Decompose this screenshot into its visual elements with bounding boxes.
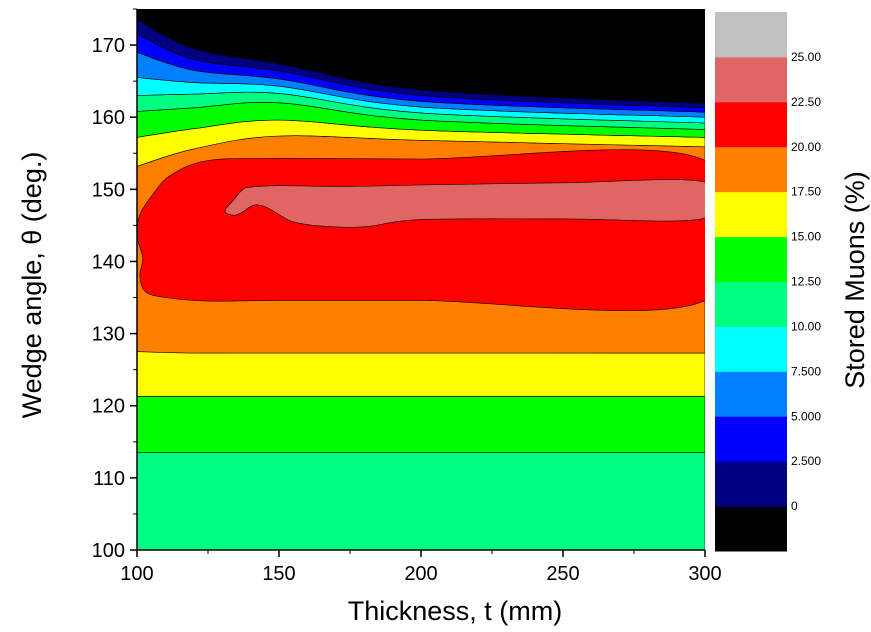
y-tick-label: 120 <box>92 396 125 418</box>
y-ticks: 100 110 120 130 140 150 160 170 <box>92 8 137 562</box>
x-axis-title: Thickness, t (mm) <box>348 596 563 626</box>
colorbar-label: 10.00 <box>791 319 821 333</box>
colorbar-swatch <box>715 416 787 462</box>
contour-band <box>137 396 705 453</box>
colorbar-label: 2.500 <box>791 454 821 468</box>
colorbar-swatch <box>715 12 787 58</box>
x-tick-label: 150 <box>262 563 295 585</box>
colorbar-label: 17.50 <box>791 185 821 199</box>
contour-regions <box>137 149 705 312</box>
colorbar-swatch <box>715 101 787 148</box>
colorbar-label: 0 <box>791 499 798 513</box>
x-tick-label: 200 <box>404 563 437 585</box>
colorbar-swatch <box>715 191 787 238</box>
contour-band <box>137 9 705 104</box>
colorbar-label: 22.50 <box>791 95 821 109</box>
y-axis-title: Wedge angle, θ (deg.) <box>17 152 47 419</box>
contour-region <box>224 179 705 228</box>
colorbar-swatch <box>715 461 787 507</box>
y-tick-label: 110 <box>93 468 125 490</box>
y-tick-label: 100 <box>92 540 125 562</box>
x-tick-label: 100 <box>120 563 153 585</box>
colorbar-title: Stored Muons (%) <box>840 171 870 389</box>
colorbar-swatch <box>715 371 787 417</box>
colorbar-swatch <box>715 146 787 193</box>
colorbar-swatch <box>715 236 787 282</box>
colorbar-label: 7.500 <box>791 364 821 378</box>
colorbar-swatch <box>715 326 787 372</box>
colorbar-label: 20.00 <box>791 140 821 154</box>
y-tick-label: 160 <box>92 107 125 129</box>
colorbar-label: 25.00 <box>791 50 821 64</box>
contour-band <box>137 351 705 397</box>
colorbar-swatch <box>715 506 787 552</box>
x-tick-label: 300 <box>688 563 721 585</box>
y-tick-label: 170 <box>92 35 125 57</box>
contour-band <box>137 452 705 550</box>
colorbar-label: 12.50 <box>791 275 821 289</box>
y-tick-label: 130 <box>92 324 125 346</box>
colorbar: 0 2.500 5.000 7.500 10.00 12.50 15.00 17.50 20.0… <box>715 12 821 552</box>
colorbar-swatch <box>715 56 787 103</box>
colorbar-label: 5.000 <box>791 409 821 423</box>
y-tick-label: 150 <box>92 179 125 201</box>
x-ticks: 100 150 200 250 300 <box>120 550 722 585</box>
x-tick-label: 250 <box>546 563 579 585</box>
colorbar-swatch <box>715 281 787 327</box>
contour-region <box>137 149 705 312</box>
colorbar-label: 15.00 <box>791 230 821 244</box>
y-tick-label: 140 <box>92 251 125 273</box>
